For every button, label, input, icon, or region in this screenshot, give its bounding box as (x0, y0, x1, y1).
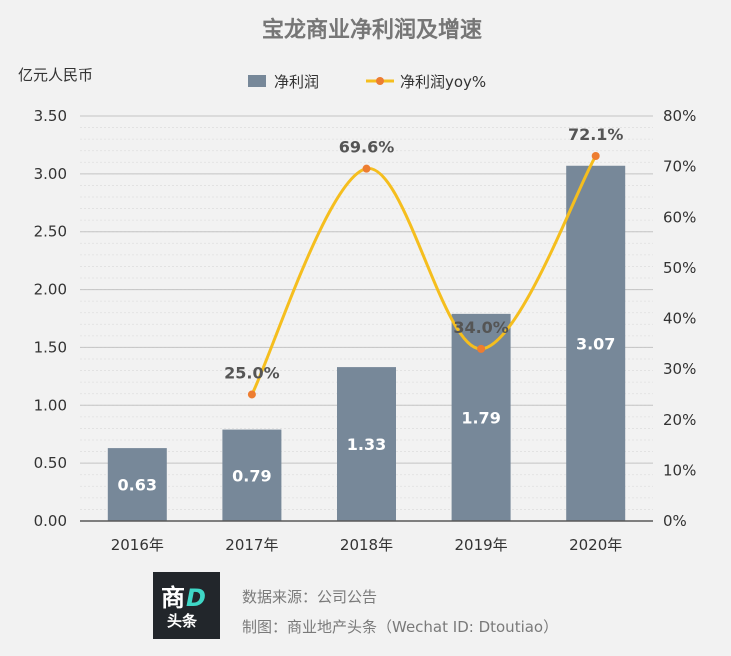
x-axis-tick-label: 2016年 (111, 536, 164, 554)
x-axis-tick-label: 2019年 (455, 536, 508, 554)
right-axis-tick-label: 10% (663, 461, 696, 479)
footer: 商D 头条 数据来源：公司公告 制图：商业地产头条（Wechat ID: Dto… (0, 570, 731, 656)
right-axis-tick-label: 40% (663, 310, 696, 328)
right-axis-tick-label: 30% (663, 360, 696, 378)
chart-title: 宝龙商业净利润及增速 (262, 17, 482, 43)
left-axis-ticks: 0.00 0.50 1.00 1.50 2.00 2.50 3.00 3.50 (34, 107, 67, 530)
left-axis-tick-label: 0.50 (34, 454, 67, 472)
legend-bar-swatch (248, 75, 266, 87)
right-axis-tick-label: 60% (663, 208, 696, 226)
minor-gridlines (80, 127, 653, 510)
net-profit-bar (337, 367, 396, 521)
yoy-value-label: 69.6% (339, 138, 395, 157)
right-axis-tick-label: 50% (663, 259, 696, 277)
left-axis-tick-label: 2.50 (34, 223, 67, 241)
bar-series (107, 165, 626, 521)
left-axis-tick-label: 1.50 (34, 338, 67, 356)
brand-logo: 商D 头条 (153, 572, 220, 639)
net-profit-bar (222, 429, 282, 521)
yoy-marker (591, 151, 600, 160)
yoy-series-markers (247, 151, 600, 399)
right-axis-ticks: 0% 10% 20% 30% 40% 50% 60% 70% 80% (663, 107, 696, 530)
x-axis-tick-label: 2018年 (340, 536, 393, 554)
legend: 净利润 净利润yoy% (248, 73, 486, 91)
bar-value-label: 3.07 (576, 334, 615, 353)
chart-credit-note: 制图：商业地产头条（Wechat ID: Dtoutiao） (242, 618, 559, 636)
bar-value-label: 0.63 (118, 476, 157, 495)
left-axis-tick-label: 0.00 (34, 512, 67, 530)
yoy-value-label: 34.0% (453, 318, 509, 337)
left-axis-tick-label: 1.00 (34, 396, 67, 414)
left-axis-tick-label: 3.00 (34, 165, 67, 183)
legend-line-label: 净利润yoy% (400, 73, 486, 91)
right-axis-tick-label: 80% (663, 107, 696, 125)
right-axis-tick-label: 70% (663, 158, 696, 176)
bar-value-label: 0.79 (232, 466, 271, 485)
right-axis-tick-label: 20% (663, 411, 696, 429)
x-axis-tick-label: 2020年 (569, 536, 622, 554)
bar-data-labels: 0.63 0.79 1.33 1.79 3.07 (118, 334, 616, 494)
x-axis-tick-label: 2017年 (225, 536, 278, 554)
yoy-marker (477, 344, 486, 353)
right-axis-tick-label: 0% (663, 512, 687, 530)
left-axis-tick-label: 3.50 (34, 107, 67, 125)
left-axis-unit-label: 亿元人民币 (18, 66, 93, 84)
x-axis-ticks: 2016年 2017年 2018年 2019年 2020年 (111, 536, 623, 554)
yoy-data-labels: 25.0% 69.6% 34.0% 72.1% (224, 125, 623, 382)
logo-main-text: 商 (161, 584, 186, 612)
yoy-marker (362, 164, 371, 173)
yoy-value-label: 25.0% (224, 363, 280, 382)
yoy-marker (247, 390, 256, 399)
net-profit-bar (566, 165, 626, 521)
bar-value-label: 1.33 (347, 435, 386, 454)
left-axis-tick-label: 2.00 (34, 281, 67, 299)
bar-value-label: 1.79 (461, 408, 500, 427)
logo-d-text: D (186, 584, 207, 612)
net-profit-bar (107, 448, 167, 521)
logo-sub-text: 头条 (167, 612, 198, 630)
yoy-series-line (250, 155, 597, 396)
legend-line-marker (376, 77, 384, 85)
legend-bar-label: 净利润 (274, 73, 319, 91)
data-source-note: 数据来源：公司公告 (242, 588, 378, 606)
chart: 宝龙商业净利润及增速 亿元人民币 净利润 净利润yoy% 0.00 0.50 1.0… (18, 17, 696, 554)
yoy-value-label: 72.1% (568, 125, 624, 144)
